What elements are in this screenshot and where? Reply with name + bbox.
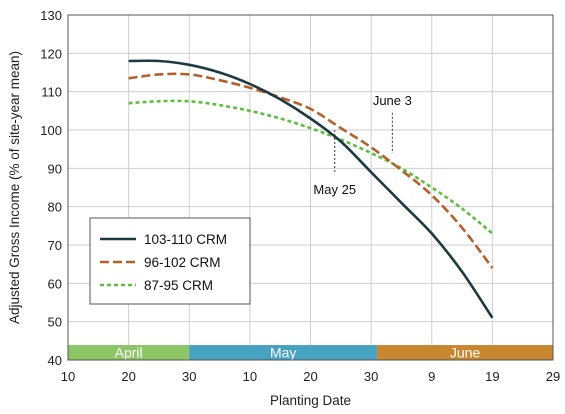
x-tick-label: 10 bbox=[243, 369, 257, 384]
legend-entry: 87-95 CRM bbox=[144, 278, 213, 293]
x-tick-label: 20 bbox=[303, 369, 317, 384]
legend-entry: 103-110 CRM bbox=[144, 232, 227, 247]
annotations: May 25 June 3 bbox=[313, 93, 411, 197]
x-tick-label: 30 bbox=[364, 369, 378, 384]
y-tick-label: 130 bbox=[40, 8, 62, 23]
y-tick-labels: 40 50 60 70 80 90 100 110 120 130 bbox=[40, 8, 62, 368]
x-tick-label: 29 bbox=[546, 369, 560, 384]
legend: 103-110 CRM 96-102 CRM 87-95 CRM bbox=[89, 217, 251, 305]
month-band-label: May bbox=[270, 345, 296, 361]
y-tick-label: 120 bbox=[40, 46, 62, 61]
y-tick-label: 110 bbox=[41, 85, 62, 100]
x-tick-labels: 10 20 30 10 20 30 9 19 29 bbox=[61, 369, 560, 384]
y-axis-title: Adjusted Gross Income (% of site-year me… bbox=[7, 51, 22, 324]
annotation-label: June 3 bbox=[373, 93, 412, 108]
grid-lines bbox=[68, 15, 553, 360]
y-tick-label: 80 bbox=[48, 200, 62, 215]
legend-entry: 96-102 CRM bbox=[144, 255, 221, 270]
month-band bbox=[68, 345, 190, 360]
x-tick-label: 10 bbox=[61, 369, 75, 384]
series-line bbox=[128, 72, 494, 269]
x-tick-label: 20 bbox=[121, 369, 135, 384]
month-band bbox=[377, 345, 553, 360]
month-band-label: June bbox=[450, 345, 481, 361]
y-tick-label: 50 bbox=[48, 315, 62, 330]
month-band bbox=[189, 345, 378, 360]
y-tick-label: 100 bbox=[40, 123, 62, 138]
x-tick-label: 19 bbox=[485, 369, 499, 384]
x-axis-title: Planting Date bbox=[270, 393, 351, 408]
month-band-label: April bbox=[115, 345, 143, 361]
series-line bbox=[128, 59, 494, 319]
y-tick-label: 90 bbox=[48, 161, 62, 176]
plot-frame bbox=[67, 14, 554, 361]
y-tick-label: 60 bbox=[48, 276, 62, 291]
y-tick-label: 40 bbox=[48, 353, 62, 368]
annotation-label: May 25 bbox=[313, 182, 356, 197]
x-tick-label: 30 bbox=[182, 369, 196, 384]
y-tick-label: 70 bbox=[48, 238, 62, 253]
series-lines bbox=[128, 59, 494, 319]
x-tick-label: 9 bbox=[428, 369, 435, 384]
series-line bbox=[128, 99, 494, 235]
month-bands: April May June bbox=[68, 345, 553, 361]
